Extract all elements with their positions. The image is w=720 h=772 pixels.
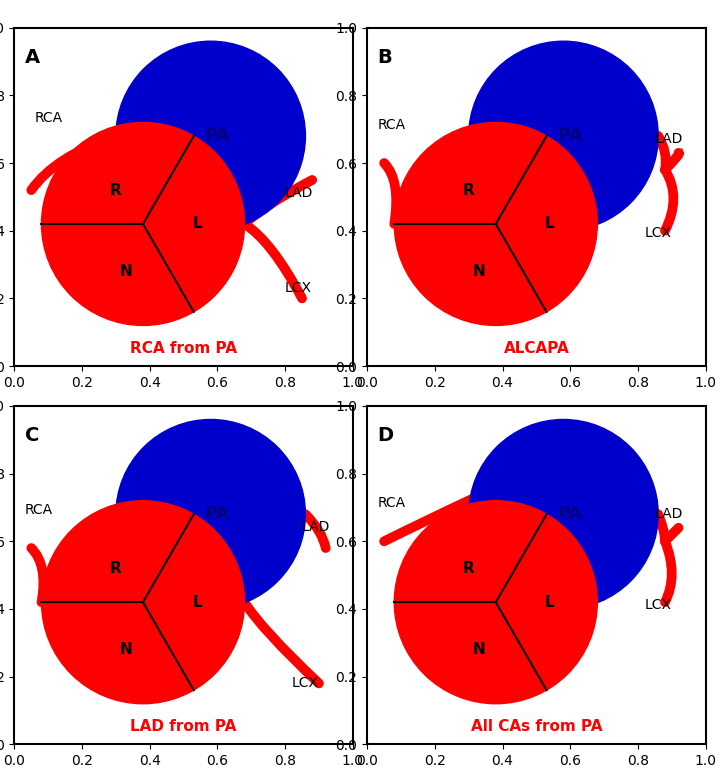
Circle shape: [395, 501, 598, 704]
Circle shape: [116, 41, 305, 231]
Text: LAD: LAD: [285, 186, 313, 200]
Text: L: L: [192, 216, 202, 232]
Text: N: N: [472, 264, 485, 279]
Text: R: R: [110, 561, 122, 576]
Text: C: C: [24, 426, 39, 445]
Text: RCA: RCA: [35, 111, 63, 125]
Text: L: L: [545, 594, 554, 610]
Text: N: N: [120, 642, 132, 657]
Text: RCA: RCA: [377, 118, 405, 132]
Text: N: N: [472, 642, 485, 657]
Circle shape: [42, 501, 245, 704]
Text: R: R: [463, 183, 474, 198]
Text: LAD: LAD: [655, 132, 683, 146]
Text: D: D: [377, 426, 393, 445]
Text: PA: PA: [557, 505, 583, 523]
Text: L: L: [545, 216, 554, 232]
Text: LAD from PA: LAD from PA: [130, 720, 237, 734]
Text: LAD: LAD: [655, 506, 683, 520]
Text: LCX: LCX: [292, 676, 319, 690]
Text: LAD: LAD: [302, 520, 330, 534]
Text: A: A: [24, 48, 40, 67]
Text: N: N: [120, 264, 132, 279]
Text: L: L: [192, 594, 202, 610]
Circle shape: [469, 41, 658, 231]
Circle shape: [42, 123, 245, 326]
Text: LCX: LCX: [644, 598, 672, 612]
Text: PA: PA: [557, 127, 583, 145]
Circle shape: [469, 419, 658, 609]
Text: PA: PA: [204, 505, 230, 523]
Text: ALCAPA: ALCAPA: [503, 341, 570, 356]
Text: R: R: [110, 183, 122, 198]
Text: B: B: [377, 48, 392, 67]
Text: RCA from PA: RCA from PA: [130, 341, 237, 356]
Circle shape: [116, 419, 305, 609]
Text: LCX: LCX: [644, 226, 672, 240]
Text: LCX: LCX: [285, 280, 312, 295]
Circle shape: [395, 123, 598, 326]
Text: RCA: RCA: [377, 496, 405, 510]
Text: PA: PA: [204, 127, 230, 145]
Text: All CAs from PA: All CAs from PA: [471, 720, 602, 734]
Text: R: R: [463, 561, 474, 576]
Text: RCA: RCA: [24, 503, 53, 517]
